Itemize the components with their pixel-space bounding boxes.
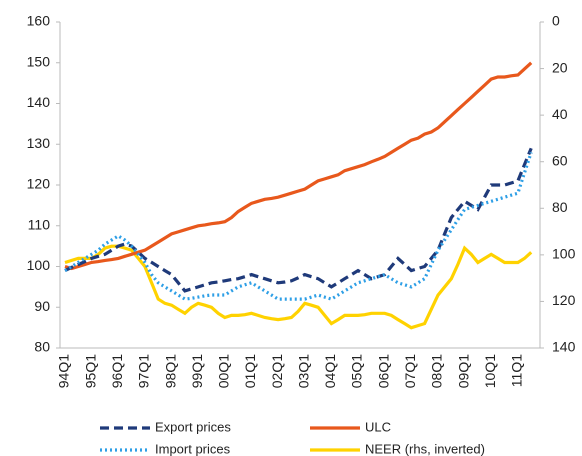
x-tick-label: 01Q1 xyxy=(242,354,258,388)
x-tick-label: 98Q1 xyxy=(162,354,178,388)
y2-tick-label: 20 xyxy=(552,59,568,75)
x-tick-label: 94Q1 xyxy=(56,354,72,388)
legend-label: NEER (rhs, inverted) xyxy=(365,441,485,456)
x-tick-label: 04Q1 xyxy=(322,354,338,388)
y2-tick-label: 80 xyxy=(552,199,568,215)
legend-label: ULC xyxy=(365,419,391,434)
series-line xyxy=(64,244,533,330)
x-tick-label: 06Q1 xyxy=(375,354,391,388)
x-tick-label: 99Q1 xyxy=(189,354,205,388)
y-tick-label: 80 xyxy=(34,339,50,355)
series-line xyxy=(64,147,533,293)
y-tick-label: 110 xyxy=(28,216,51,232)
y-tick-label: 90 xyxy=(34,298,50,314)
x-tick-label: 97Q1 xyxy=(136,354,152,388)
x-tick-label: 03Q1 xyxy=(295,354,311,388)
y-tick-label: 120 xyxy=(27,176,51,192)
x-tick-label: 10Q1 xyxy=(482,354,498,388)
y-tick-label: 140 xyxy=(27,94,51,110)
x-tick-label: 11Q1 xyxy=(509,354,525,387)
x-tick-label: 02Q1 xyxy=(269,354,285,388)
x-tick-label: 96Q1 xyxy=(109,354,125,388)
y-tick-label: 100 xyxy=(27,257,51,273)
series-line xyxy=(64,61,533,271)
y-tick-label: 160 xyxy=(27,13,51,29)
x-tick-label: 07Q1 xyxy=(402,354,418,388)
y-tick-label: 130 xyxy=(27,135,51,151)
x-tick-label: 08Q1 xyxy=(429,354,445,388)
y2-tick-label: 140 xyxy=(552,339,576,355)
y2-tick-label: 120 xyxy=(552,292,576,308)
y2-tick-label: 0 xyxy=(552,13,560,29)
x-tick-label: 05Q1 xyxy=(349,354,365,388)
y2-tick-label: 40 xyxy=(552,106,568,122)
x-tick-label: 09Q1 xyxy=(455,354,471,388)
x-tick-label: 95Q1 xyxy=(82,354,98,388)
x-tick-label: 00Q1 xyxy=(216,354,232,388)
y2-tick-label: 60 xyxy=(552,152,568,168)
y2-tick-label: 100 xyxy=(552,246,576,262)
y-tick-label: 150 xyxy=(27,53,51,69)
legend-label: Import prices xyxy=(155,441,231,456)
legend-label: Export prices xyxy=(155,419,231,434)
